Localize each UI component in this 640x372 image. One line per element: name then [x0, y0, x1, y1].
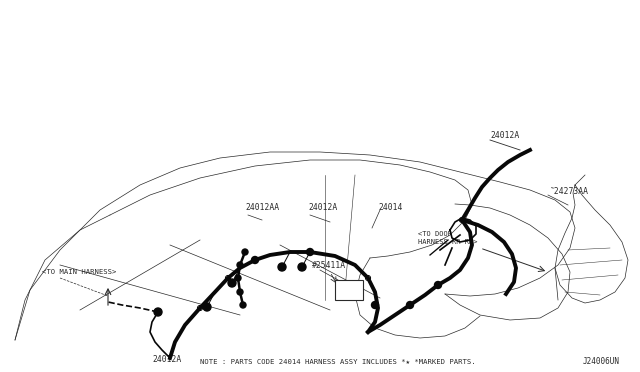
Circle shape: [154, 308, 162, 316]
Text: 24012A: 24012A: [152, 356, 181, 365]
Circle shape: [228, 279, 236, 287]
Text: <TO MAIN HARNESS>: <TO MAIN HARNESS>: [42, 269, 116, 275]
Bar: [335, 280, 363, 300]
Circle shape: [435, 282, 442, 289]
Circle shape: [278, 263, 286, 271]
Text: 24012A: 24012A: [308, 203, 337, 212]
Circle shape: [237, 262, 243, 268]
Text: <TO DOOR
HARNESS RR RH>: <TO DOOR HARNESS RR RH>: [418, 231, 477, 245]
Text: 24012A: 24012A: [490, 131, 519, 140]
Circle shape: [235, 275, 241, 281]
Text: 24012AA: 24012AA: [245, 203, 279, 212]
Circle shape: [252, 257, 259, 263]
Circle shape: [240, 302, 246, 308]
Text: ‶24273AA: ‶24273AA: [550, 187, 589, 196]
Circle shape: [406, 301, 413, 308]
Text: NOTE : PARTS CODE 24014 HARNESS ASSY INCLUDES *★ *MARKED PARTS.: NOTE : PARTS CODE 24014 HARNESS ASSY INC…: [200, 359, 476, 365]
Circle shape: [242, 249, 248, 255]
Circle shape: [203, 303, 211, 311]
Text: #25411A: #25411A: [312, 260, 346, 269]
Circle shape: [237, 289, 243, 295]
Circle shape: [298, 263, 306, 271]
Circle shape: [371, 301, 378, 308]
Text: J24006UN: J24006UN: [583, 357, 620, 366]
Text: 24014: 24014: [378, 203, 403, 212]
Circle shape: [307, 248, 314, 256]
